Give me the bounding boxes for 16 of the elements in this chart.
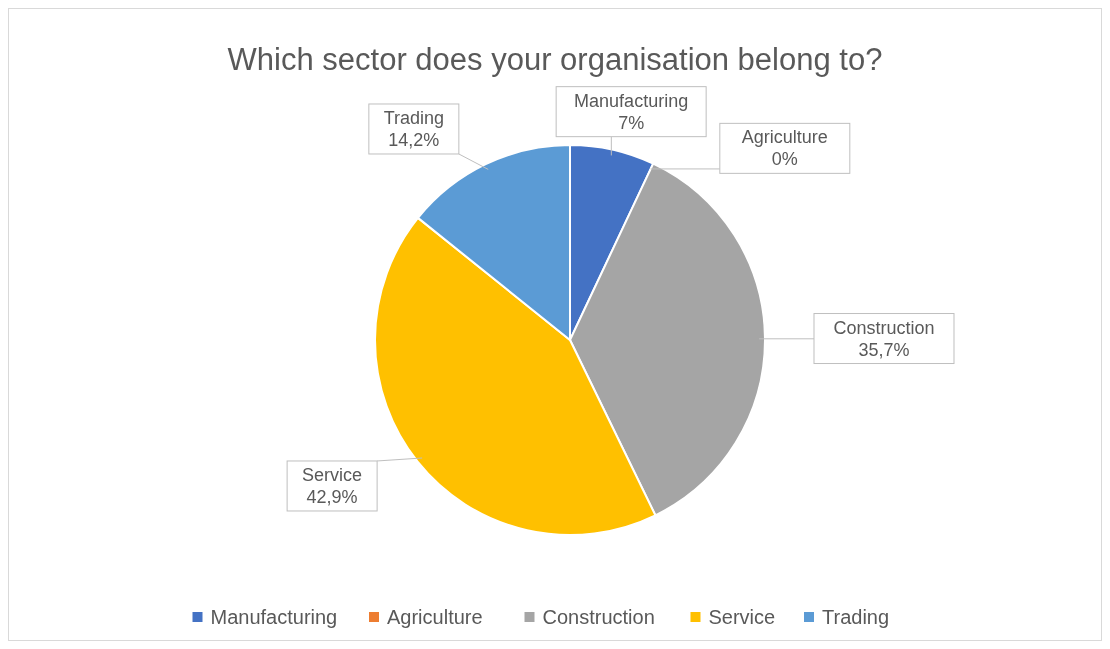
slice-label: Manufacturing [574, 90, 689, 111]
legend-label: Trading [822, 606, 890, 628]
slice-label: Service [302, 464, 363, 485]
slice-label: Construction [833, 317, 935, 338]
slice-label: Trading [383, 107, 445, 128]
data-label: 35,7% [858, 339, 910, 360]
text: 0% [771, 149, 798, 170]
data-label: 7% [618, 112, 645, 133]
legend-label: Manufacturing [210, 606, 338, 628]
legend-label: Construction [542, 606, 655, 628]
legend-label: Agriculture [387, 606, 483, 628]
data-label: 14,2% [388, 129, 440, 150]
legend-label: Service [708, 606, 776, 628]
category-label: Agriculture [741, 127, 828, 148]
chart-title: Which sector does your organisation belong to? [227, 42, 883, 77]
data-label: 42,9% [306, 486, 358, 507]
